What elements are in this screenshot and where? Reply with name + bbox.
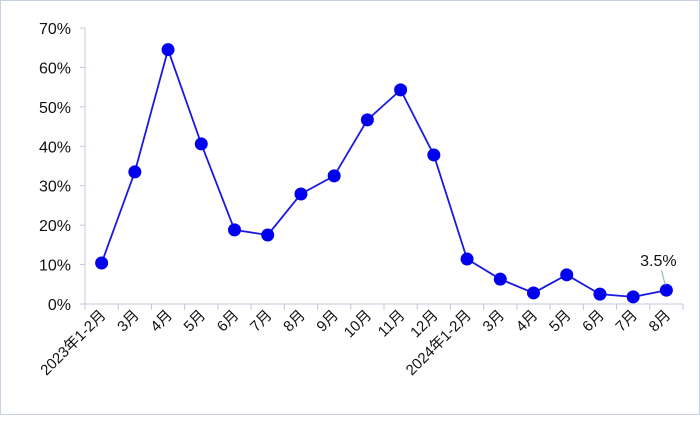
data-point — [560, 268, 574, 282]
x-tick-label: 4月 — [513, 307, 542, 336]
data-point — [360, 113, 374, 127]
y-tick-label: 30% — [39, 179, 71, 196]
x-tick-label: 9月 — [313, 307, 342, 336]
x-tick-label: 10月 — [341, 307, 375, 341]
x-tick-label: 11月 — [375, 307, 409, 341]
x-tick-label: 2023年1-2月 — [37, 307, 109, 379]
y-tick-label: 20% — [39, 218, 71, 235]
y-tick-label: 50% — [39, 100, 71, 117]
data-point — [228, 223, 241, 237]
data-point — [261, 228, 275, 242]
data-point — [128, 165, 142, 179]
x-tick-label: 8月 — [280, 307, 309, 336]
series-line — [100, 46, 667, 298]
annotation-leader — [660, 270, 666, 286]
data-point — [95, 256, 109, 270]
y-tick-label: 60% — [39, 60, 71, 77]
y-tick-label: 10% — [39, 258, 71, 275]
data-point — [294, 187, 308, 201]
x-tick-label: 8月 — [646, 307, 675, 336]
x-tick-label: 6月 — [214, 307, 243, 336]
x-tick-label: 4月 — [147, 307, 176, 336]
x-tick-label: 7月 — [612, 307, 641, 336]
data-point — [659, 283, 673, 297]
y-tick-label: 70% — [39, 21, 71, 38]
data-point — [593, 287, 607, 301]
data-point — [394, 83, 408, 97]
data-point — [161, 43, 175, 57]
data-point — [427, 148, 441, 162]
data-point — [527, 286, 540, 300]
y-tick-label: 40% — [39, 139, 71, 156]
x-tick-label: 7月 — [247, 307, 276, 336]
data-point — [327, 169, 341, 183]
data-point — [460, 252, 474, 266]
x-tick-label: 3月 — [480, 307, 509, 336]
x-tick-label: 5月 — [181, 307, 210, 336]
data-label: 3.5% — [640, 253, 676, 270]
x-tick-label: 3月 — [114, 307, 143, 336]
data-point — [493, 272, 507, 286]
y-tick-label: 0% — [48, 297, 71, 314]
x-tick-label: 5月 — [546, 307, 575, 336]
x-tick-label: 6月 — [579, 307, 608, 336]
data-point — [194, 137, 208, 151]
data-point — [626, 290, 640, 304]
